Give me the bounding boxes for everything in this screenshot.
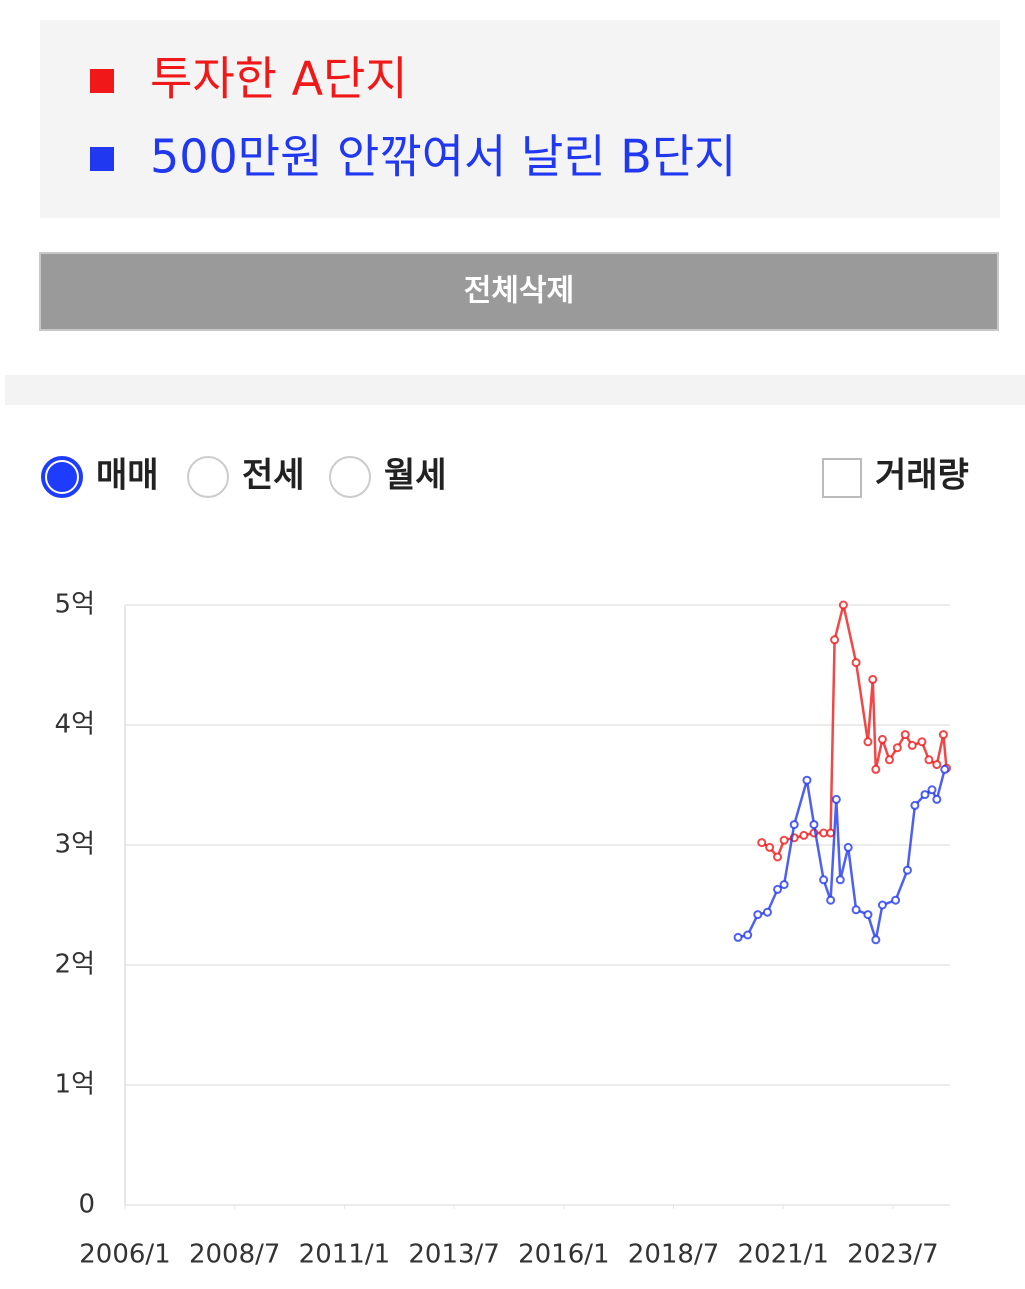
- series-line: [761, 604, 948, 860]
- data-point: [779, 880, 789, 890]
- x-tick-label: 2016/1: [518, 1240, 609, 1270]
- data-point: [789, 820, 799, 830]
- x-tick-label: 2008/7: [189, 1240, 280, 1270]
- data-point: [900, 730, 910, 740]
- y-tick-label: 5억: [55, 590, 95, 620]
- data-point: [868, 674, 878, 684]
- data-point: [831, 794, 841, 804]
- legend-label: 500만원 안깎여서 날린 B단지: [150, 130, 736, 184]
- data-point: [871, 764, 881, 774]
- data-point: [884, 755, 894, 765]
- data-point: [830, 635, 840, 645]
- data-point: [907, 740, 917, 750]
- data-point: [851, 658, 861, 668]
- y-tick-label: 1억: [55, 1070, 95, 1100]
- data-point: [902, 865, 912, 875]
- x-tick-label: 2018/7: [628, 1240, 719, 1270]
- button-label[interactable]: 전체삭제: [464, 274, 574, 309]
- radio[interactable]: [41, 456, 83, 498]
- data-point: [877, 900, 887, 910]
- data-point: [802, 775, 812, 785]
- delete-button[interactable]: 전체삭제: [39, 252, 999, 331]
- data-point: [826, 895, 836, 905]
- data-point: [927, 785, 937, 795]
- data-point: [838, 600, 848, 610]
- data-point: [773, 884, 783, 894]
- data-point: [877, 734, 887, 744]
- y-tick-label: 4억: [55, 710, 95, 740]
- x-tick-label: 2006/1: [79, 1240, 170, 1270]
- data-point: [932, 760, 942, 770]
- y-tick-label: 0: [78, 1190, 95, 1220]
- data-point: [891, 895, 901, 905]
- data-point: [924, 755, 934, 765]
- y-tick-label: 2억: [55, 950, 95, 980]
- radio-label[interactable]: 매매: [96, 456, 159, 496]
- x-tick-label: 2023/7: [847, 1240, 938, 1270]
- data-point: [892, 743, 902, 753]
- data-point: [863, 910, 873, 920]
- radio-label[interactable]: 월세: [384, 456, 447, 496]
- x-tick-label: 2011/1: [299, 1240, 390, 1270]
- checkbox-label[interactable]: 거래량: [875, 456, 969, 496]
- legend-box: [40, 20, 1000, 218]
- legend-label: 투자한 A단지: [150, 52, 408, 106]
- data-point: [917, 737, 927, 747]
- button-bg: [39, 252, 999, 331]
- data-point: [851, 905, 861, 915]
- data-point: [871, 935, 881, 945]
- data-point: [765, 842, 775, 852]
- data-point: [843, 842, 853, 852]
- data-point: [819, 828, 829, 838]
- data-point: [863, 737, 873, 747]
- data-point: [809, 820, 819, 830]
- legend-swatch: [90, 147, 114, 171]
- y-tick-label: 3억: [55, 830, 95, 860]
- data-point: [938, 730, 948, 740]
- legend-swatch: [90, 69, 114, 93]
- data-point: [799, 830, 809, 840]
- data-point: [762, 907, 772, 917]
- radio-label[interactable]: 전세: [242, 456, 305, 496]
- data-point: [733, 932, 743, 942]
- data-point: [753, 910, 763, 920]
- data-point: [920, 790, 930, 800]
- data-point: [835, 875, 845, 885]
- data-point: [910, 800, 920, 810]
- x-tick-label: 2021/1: [738, 1240, 829, 1270]
- data-point: [932, 794, 942, 804]
- data-point: [940, 764, 950, 774]
- radio[interactable]: [187, 456, 229, 498]
- data-point: [743, 930, 753, 940]
- radio-ring: [45, 460, 79, 494]
- radio[interactable]: [329, 456, 371, 498]
- data-point: [757, 838, 767, 848]
- x-tick-label: 2013/7: [408, 1240, 499, 1270]
- data-point: [779, 835, 789, 845]
- data-point: [819, 875, 829, 885]
- checkbox[interactable]: [822, 458, 862, 498]
- data-point: [773, 852, 783, 862]
- divider: [5, 375, 1025, 405]
